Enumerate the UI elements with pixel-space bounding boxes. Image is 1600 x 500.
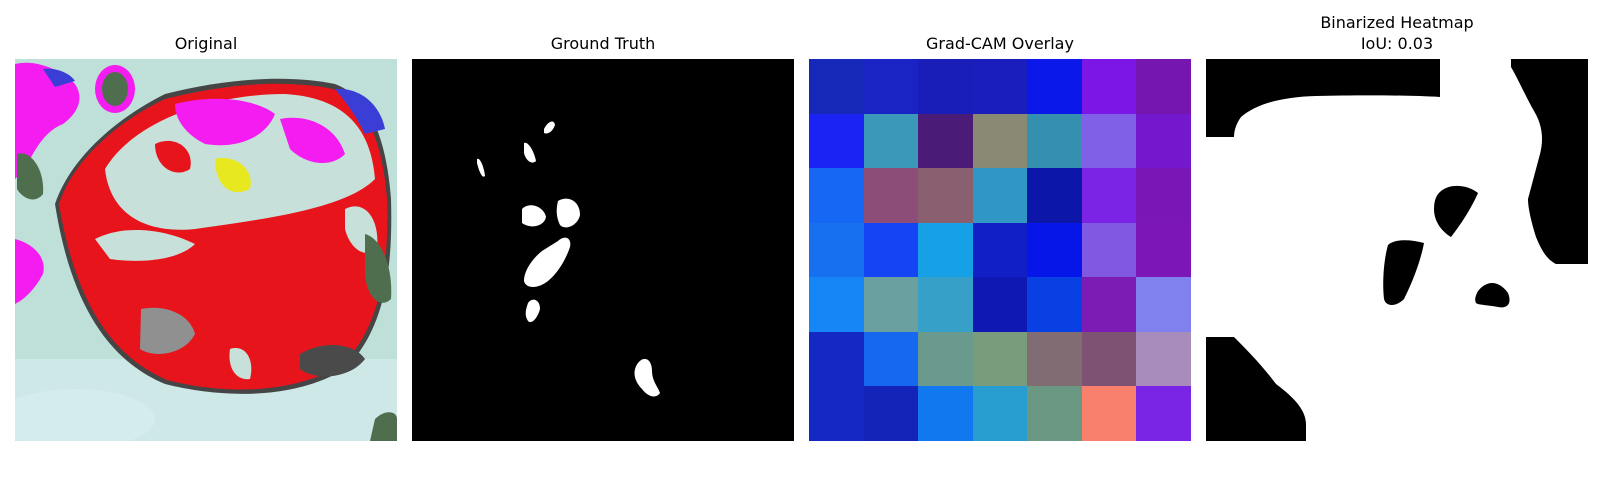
gradcam-cell [918,113,973,169]
gradcam-cell [809,168,864,223]
gradcam-cell [863,277,919,332]
binarized-heatmap [1206,59,1588,441]
gradcam-cell [918,386,973,441]
gradcam-cell [1027,277,1082,332]
gradcam-cell [1081,59,1137,114]
gradcam-cell [809,386,864,441]
gradcam-cell [1136,222,1191,278]
panel-ground-truth: Ground Truth [412,0,794,500]
gradcam-cell [1027,113,1082,169]
gradcam-cell [972,331,1028,387]
gradcam-cell [1081,168,1137,223]
gradcam-cell [1081,277,1137,332]
gradcam-cell [863,386,919,441]
panel-original: Original [15,0,397,500]
mask-shapes [477,121,660,397]
gradcam-cell [863,168,919,223]
gradcam-cell [1081,331,1137,387]
gradcam-cell [809,331,864,387]
panel-title-text: Grad-CAM Overlay [926,34,1074,53]
panel-binarized: Binarized Heatmap IoU: 0.03 [1206,0,1588,500]
gradcam-cell [809,277,864,332]
gradcam-cell [918,277,973,332]
gradcam-cell [1027,331,1082,387]
ground-truth-mask [412,59,794,441]
gradcam-cell [972,59,1028,114]
gradcam-cell [809,222,864,278]
gradcam-cell [972,386,1028,441]
panel-title-line2: IoU: 0.03 [1360,34,1434,53]
gradcam-cell [863,331,919,387]
gradcam-cell [1136,277,1191,332]
gradcam-cell [1027,386,1082,441]
gradcam-cell [863,222,919,278]
gradcam-cell [863,113,919,169]
gradcam-cell [918,222,973,278]
gradcam-cell [1027,222,1082,278]
gradcam-cell [1136,331,1191,387]
panel-title-text: Ground Truth [550,34,656,53]
gradcam-cell [918,168,973,223]
gradcam-cell [1081,222,1137,278]
gradcam-cell [1027,168,1082,223]
panel-title: Grad-CAM Overlay [809,10,1191,54]
gradcam-cell [1027,59,1082,114]
gradcam-cell [972,222,1028,278]
leaf-image [15,59,397,441]
gradcam-cell [918,59,973,114]
gradcam-cell [809,113,864,169]
gradcam-cell [1136,386,1191,441]
gradcam-cell [1081,386,1137,441]
panel-title-text: Original [174,34,238,53]
panel-title-line1: Binarized Heatmap [1320,13,1474,32]
binary-shapes [1206,59,1588,441]
gradcam-cell [1136,113,1191,169]
panel-title: Original [15,10,397,54]
gradcam-cell [918,331,973,387]
gradcam-cell [972,168,1028,223]
panel-title: Binarized Heatmap IoU: 0.03 [1206,10,1588,54]
panel-gradcam: Grad-CAM Overlay [809,0,1191,500]
original-image [15,59,397,441]
gradcam-cell [863,59,919,114]
panel-title: Ground Truth [412,10,794,54]
gradcam-cell [1136,59,1191,114]
gradcam-heatmap [809,59,1191,441]
gradcam-cell [1081,113,1137,169]
gradcam-cell [972,277,1028,332]
gradcam-cell [1136,168,1191,223]
gradcam-cell [809,59,864,114]
gradcam-cell [972,113,1028,169]
